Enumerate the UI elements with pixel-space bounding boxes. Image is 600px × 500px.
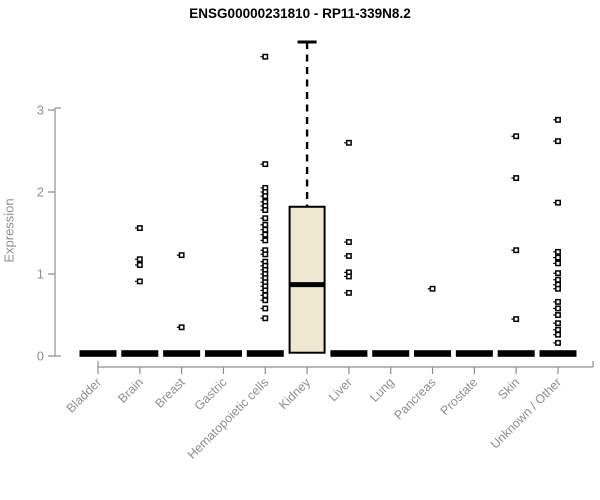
data-point (555, 326, 561, 333)
data-point (178, 252, 185, 259)
y-tick-label: 1 (37, 267, 44, 282)
data-point (513, 316, 520, 323)
data-point (345, 239, 352, 245)
data-point (262, 251, 269, 258)
x-axis (97, 361, 594, 374)
y-tick-label: 3 (37, 103, 44, 118)
x-category-label: Liver (326, 375, 355, 404)
chart-title: ENSG00000231810 - RP11-339N8.2 (189, 6, 411, 21)
x-category-label: Pancreas (391, 375, 438, 422)
collapsed-box (539, 350, 577, 357)
data-point (345, 253, 352, 259)
data-point (555, 116, 561, 123)
y-tick-label: 0 (37, 349, 44, 364)
data-point (262, 315, 269, 322)
x-category-label: Kidney (276, 375, 313, 412)
data-point (262, 292, 269, 299)
y-tick-label: 2 (37, 185, 44, 200)
data-point (555, 285, 561, 292)
collapsed-box (372, 350, 410, 357)
data-point (513, 175, 520, 182)
data-point (555, 320, 561, 327)
data-point (555, 254, 561, 261)
data-point (136, 262, 143, 268)
x-category-label: Brain (115, 375, 146, 406)
data-point (136, 256, 143, 263)
data-point (555, 199, 561, 206)
data-point (555, 138, 561, 145)
data-point (262, 207, 269, 213)
collapsed-box (414, 350, 452, 357)
data-point (262, 161, 269, 168)
data-point (262, 305, 269, 312)
x-category-label: Skin (495, 375, 522, 402)
data-point (345, 139, 352, 146)
data-point (262, 193, 269, 200)
collapsed-box (246, 350, 284, 357)
data-point (345, 273, 352, 280)
data-point (555, 260, 561, 267)
data-point (513, 247, 520, 254)
data-point (262, 237, 269, 244)
data-point (555, 312, 561, 318)
data-point (262, 287, 269, 294)
data-point (555, 339, 561, 346)
x-category-label: Prostate (438, 375, 481, 418)
collapsed-box (121, 350, 159, 357)
data-point (262, 297, 269, 304)
data-point (136, 225, 143, 232)
x-category-label: Breast (152, 375, 188, 411)
data-point (555, 270, 561, 277)
collapsed-box (79, 350, 117, 357)
x-category-label: Gastric (192, 375, 230, 413)
x-category-label: Bladder (64, 375, 104, 415)
data-point (555, 305, 561, 312)
data-point (178, 324, 185, 331)
collapsed-box (497, 350, 535, 357)
x-category-label: Lung (367, 375, 397, 405)
data-point (555, 276, 561, 283)
collapsed-box (163, 350, 201, 357)
data-point (513, 133, 520, 140)
data-point (262, 231, 269, 238)
data-point (555, 298, 561, 305)
collapsed-box (330, 350, 368, 357)
data-point (429, 285, 436, 292)
data-point (262, 53, 269, 60)
y-axis (48, 107, 61, 357)
x-category-label: Hematopoietic cells (185, 375, 272, 462)
box (288, 205, 326, 354)
data-point (262, 221, 269, 228)
data-point (262, 215, 269, 222)
data-point (555, 248, 561, 255)
collapsed-box (455, 350, 493, 357)
data-point (345, 289, 352, 296)
data-point (555, 331, 561, 338)
data-point (136, 278, 143, 285)
x-category-label: Unknown / Other (488, 375, 564, 451)
data-point (262, 226, 269, 233)
collapsed-box (204, 350, 242, 357)
